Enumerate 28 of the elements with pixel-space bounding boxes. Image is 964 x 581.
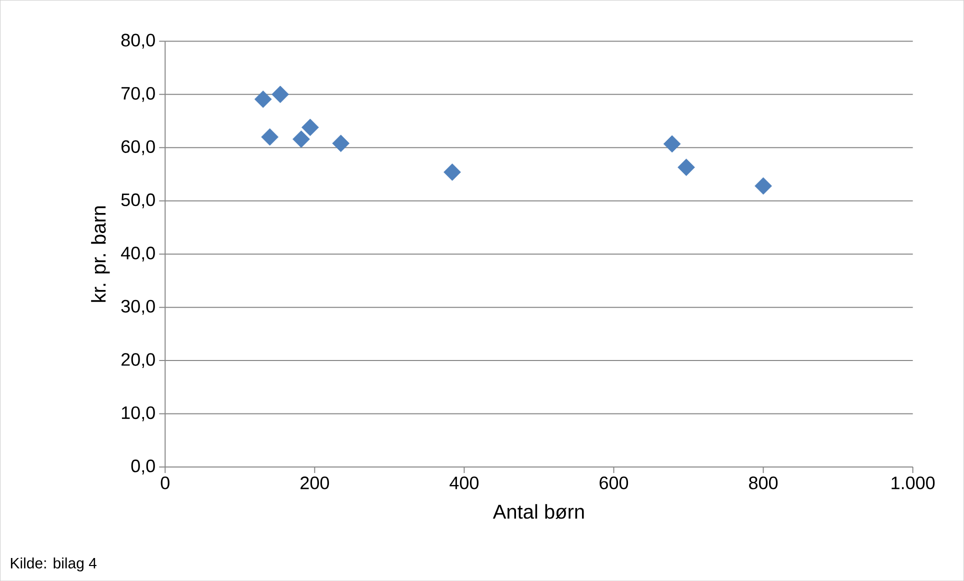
x-tick-label: 400 bbox=[450, 476, 479, 490]
point bbox=[261, 128, 278, 146]
point bbox=[254, 90, 272, 108]
point bbox=[272, 86, 289, 104]
point bbox=[678, 158, 695, 176]
y-tick-label: 20,0 bbox=[122, 353, 155, 368]
point bbox=[663, 135, 681, 153]
x-tick-label: 800 bbox=[749, 476, 778, 490]
point bbox=[332, 134, 350, 152]
point bbox=[292, 130, 310, 148]
point bbox=[754, 177, 772, 195]
text: Kilde: bilag 4 bbox=[10, 557, 97, 572]
point bbox=[302, 118, 319, 136]
y-tick-label: 10,0 bbox=[122, 406, 155, 422]
point bbox=[444, 163, 461, 181]
y-axis-title: kr. pr. barn bbox=[91, 206, 110, 302]
y-tick-label: 80,0 bbox=[121, 34, 155, 49]
y-tick-label: 40,0 bbox=[120, 246, 155, 262]
y-tick-label: 50,0 bbox=[121, 193, 155, 208]
x-tick-label: 200 bbox=[300, 476, 329, 490]
x-tick-label: 1.000 bbox=[892, 476, 935, 490]
y-tick-label: 60,0 bbox=[122, 140, 155, 155]
x-tick-label: 600 bbox=[600, 476, 628, 490]
y-tick-label: 70,0 bbox=[122, 86, 155, 102]
y-tick-label: 30,0 bbox=[121, 300, 155, 315]
x-tick-label: 0 bbox=[160, 476, 170, 490]
y-tick-label: 0,0 bbox=[131, 459, 155, 474]
x-axis-title: Antal børn bbox=[492, 504, 584, 519]
